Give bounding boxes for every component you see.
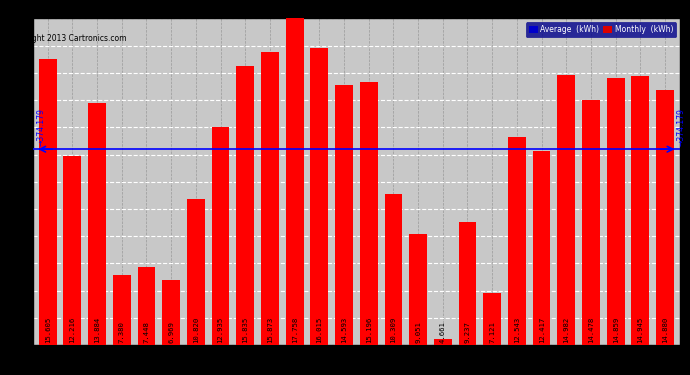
- Text: 12.935: 12.935: [217, 316, 224, 343]
- Text: 7.380: 7.380: [119, 321, 125, 343]
- Text: 9.237: 9.237: [464, 321, 471, 343]
- Bar: [63, 156, 81, 375]
- Bar: [237, 66, 254, 375]
- Bar: [261, 52, 279, 375]
- Text: 14.478: 14.478: [588, 316, 594, 343]
- Text: 14.593: 14.593: [341, 316, 347, 343]
- Text: 10.820: 10.820: [193, 316, 199, 343]
- Text: →374.179: →374.179: [676, 108, 685, 146]
- Text: 15.605: 15.605: [45, 316, 50, 343]
- Legend: Average  (kWh), Monthly  (kWh): Average (kWh), Monthly (kWh): [526, 22, 676, 37]
- Bar: [335, 85, 353, 375]
- Text: 13.884: 13.884: [94, 316, 100, 343]
- Text: 4.661: 4.661: [440, 321, 446, 343]
- Bar: [212, 127, 229, 375]
- Bar: [113, 275, 130, 375]
- Bar: [656, 90, 674, 375]
- Bar: [384, 194, 402, 375]
- Text: 15.835: 15.835: [242, 316, 248, 343]
- Bar: [508, 137, 526, 375]
- Text: →374.179: →374.179: [37, 108, 46, 146]
- Bar: [434, 339, 452, 375]
- Text: 14.982: 14.982: [563, 316, 569, 343]
- Text: 7.121: 7.121: [489, 321, 495, 343]
- Text: 15.873: 15.873: [267, 316, 273, 343]
- Text: 12.216: 12.216: [69, 316, 75, 343]
- Bar: [137, 267, 155, 375]
- Bar: [607, 78, 624, 375]
- Bar: [582, 99, 600, 375]
- Title: Monthly Solar Energy Average Per Day Production (KWh)  Tue Oct 29 07:39: Monthly Solar Energy Average Per Day Pro…: [107, 4, 606, 17]
- Text: 7.448: 7.448: [144, 321, 150, 343]
- Text: 12.543: 12.543: [514, 316, 520, 343]
- Bar: [187, 199, 205, 375]
- Text: 17.758: 17.758: [292, 316, 297, 343]
- Bar: [483, 294, 501, 375]
- Bar: [533, 150, 551, 375]
- Bar: [88, 103, 106, 375]
- Text: 10.309: 10.309: [391, 316, 396, 343]
- Text: 12.417: 12.417: [539, 316, 544, 343]
- Text: 15.196: 15.196: [366, 316, 372, 343]
- Text: 6.969: 6.969: [168, 321, 174, 343]
- Text: 14.880: 14.880: [662, 316, 668, 343]
- Bar: [631, 76, 649, 375]
- Bar: [286, 18, 304, 375]
- Text: 14.945: 14.945: [638, 316, 643, 343]
- Bar: [162, 280, 180, 375]
- Text: 9.051: 9.051: [415, 321, 421, 343]
- Bar: [310, 48, 328, 375]
- Text: 14.859: 14.859: [613, 316, 619, 343]
- Bar: [359, 82, 377, 375]
- Text: 16.015: 16.015: [316, 316, 322, 343]
- Bar: [409, 234, 427, 375]
- Text: Copyright 2013 Cartronics.com: Copyright 2013 Cartronics.com: [7, 34, 126, 43]
- Bar: [558, 75, 575, 375]
- Bar: [39, 59, 57, 375]
- Bar: [459, 222, 476, 375]
